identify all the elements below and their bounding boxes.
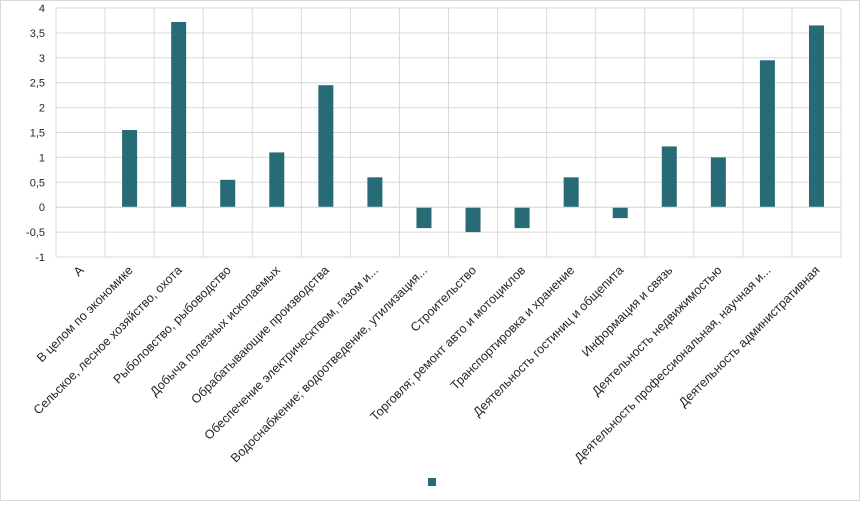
bar [220, 179, 236, 208]
x-tick-label: Обеспечение электрическтвом, газом и... [202, 263, 381, 442]
bar [171, 21, 187, 208]
bar [563, 177, 579, 208]
bar [612, 207, 628, 219]
y-tick-label: 2 [39, 103, 45, 115]
x-tick-label: Информация и связь [579, 263, 675, 359]
y-tick-label: 3,5 [30, 28, 45, 40]
legend-marker [428, 478, 436, 486]
y-tick-label: 1 [39, 152, 45, 164]
x-tick-label: А [71, 263, 87, 279]
x-tick-label: В целом по экономике [34, 263, 136, 365]
gridlines [55, 7, 842, 258]
bar [710, 157, 726, 208]
bar [514, 207, 530, 229]
y-tick-label: 0 [39, 202, 45, 214]
bar [416, 207, 432, 229]
y-tick-label: -0,5 [26, 227, 45, 239]
bar [759, 60, 775, 208]
bar [318, 85, 334, 208]
bar [367, 177, 383, 208]
y-axis-ticks: 4 3,5 3 2,5 2 1,5 1 0,5 0 -0,5 -1 [26, 3, 45, 264]
bar [808, 25, 824, 208]
y-tick-label: 2,5 [30, 78, 45, 90]
y-tick-label: 4 [39, 3, 45, 15]
bar [661, 146, 677, 208]
y-tick-label: 1,5 [30, 128, 45, 140]
legend [428, 478, 436, 486]
y-tick-label: 3 [39, 53, 45, 65]
bars [56, 21, 841, 233]
bar [465, 207, 481, 233]
bar [122, 130, 138, 208]
y-tick-label: -1 [35, 252, 45, 264]
y-tick-label: 0,5 [30, 177, 45, 189]
bar [269, 152, 285, 208]
